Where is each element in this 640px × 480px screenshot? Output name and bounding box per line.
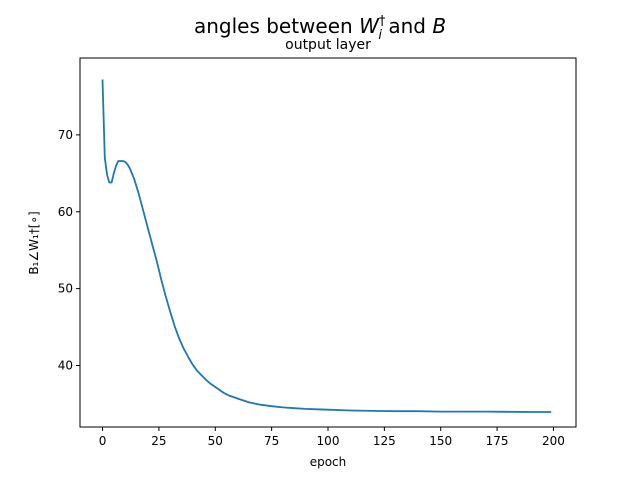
y-tick-label: 60 — [58, 205, 73, 219]
x-tick-label: 150 — [429, 434, 452, 448]
title-math-w-sup: † — [379, 14, 386, 29]
x-tick-label: 200 — [542, 434, 565, 448]
plot-area: 0 25 50 75 100 125 150 175 200 40 50 60 70 — [58, 79, 565, 448]
series-line-0 — [101, 79, 552, 413]
title-math-w-sub: i — [378, 28, 382, 43]
x-tick-label: 100 — [317, 434, 340, 448]
x-tick-label: 25 — [151, 434, 166, 448]
chart-subtitle: output layer — [285, 37, 371, 53]
x-tick-label: 175 — [486, 434, 509, 448]
y-tick-label: 70 — [58, 128, 73, 142]
x-tick-label: 50 — [208, 434, 223, 448]
title-math-w: W — [359, 14, 380, 38]
x-tick-label: 125 — [373, 434, 396, 448]
x-tick-label: 75 — [264, 434, 279, 448]
axes-frame — [79, 57, 577, 428]
chart-title: angles between W† i and B — [194, 14, 446, 43]
title-prefix: angles between — [194, 14, 359, 38]
title-math-b: B — [432, 14, 446, 38]
title-mid: and — [382, 14, 432, 38]
y-tick-label: 40 — [58, 359, 73, 373]
y-tick-label: 50 — [58, 282, 73, 296]
x-tick-label: 0 — [99, 434, 107, 448]
y-axis-label: B₁∠W₁†[∘] — [27, 211, 41, 274]
x-axis-label: epoch — [310, 455, 347, 469]
